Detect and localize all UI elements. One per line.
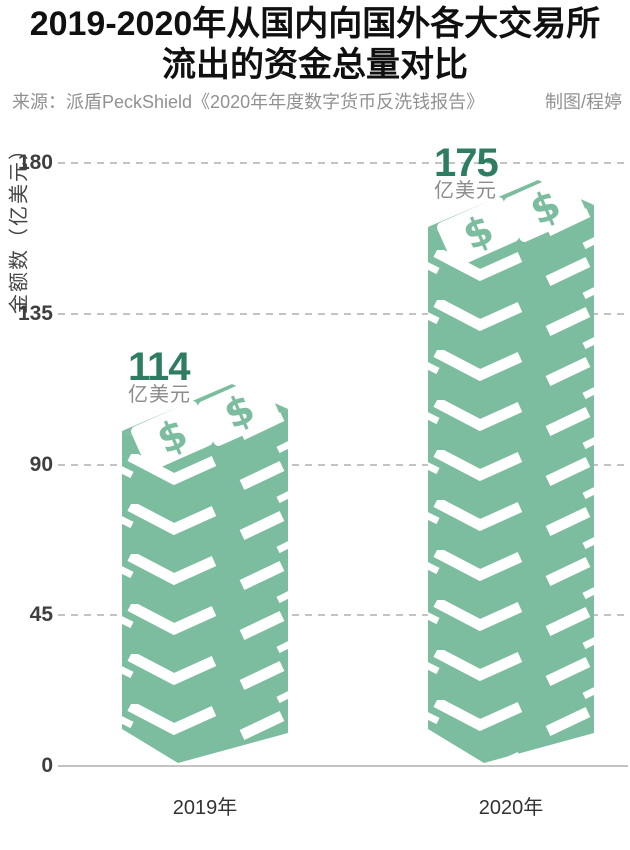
bar-unit-label: 亿美元 xyxy=(434,180,497,202)
x-category-label: 2019年 xyxy=(172,797,238,819)
y-tick-label: 0 xyxy=(41,754,53,777)
money-stack-bar: $ $ xyxy=(122,368,288,771)
bar-unit-label: 亿美元 xyxy=(128,384,191,406)
y-tick-label: 90 xyxy=(29,452,53,476)
page-title: 2019-2020年从国内向国外各大交易所 流出的资金总量对比 xyxy=(0,4,630,86)
y-tick-label: 135 xyxy=(17,301,53,325)
bill-stack-body xyxy=(122,409,288,763)
source-row: 来源：派盾PeckShield《2020年年度数字货币反洗钱报告》 制图/程婷 xyxy=(12,88,622,114)
money-stack-graphic: $ $ xyxy=(122,376,288,763)
x-category-label: 2020年 xyxy=(478,797,544,819)
dollar-bill: $ xyxy=(436,197,520,267)
money-stack-bar: $ $ xyxy=(428,164,594,771)
gridline xyxy=(58,162,628,164)
money-stack-graphic: $ $ xyxy=(428,172,594,763)
credit-text: 制图/程婷 xyxy=(544,92,622,112)
gridline xyxy=(58,614,628,617)
title-line-1: 2019-2020年从国内向国外各大交易所 xyxy=(29,5,601,43)
dollar-bill: $ xyxy=(197,376,281,446)
title-line-2: 流出的资金总量对比 xyxy=(162,46,468,84)
dollar-bill: $ xyxy=(503,172,587,242)
x-axis-line xyxy=(58,765,628,767)
gridline xyxy=(58,312,628,315)
bill-stack-body xyxy=(428,205,594,763)
source-text: 来源：派盾PeckShield《2020年年度数字货币反洗钱报告》 xyxy=(12,92,485,112)
y-tick-label: 180 xyxy=(17,151,53,174)
dollar-bill: $ xyxy=(130,401,214,471)
y-tick-label: 45 xyxy=(29,603,53,627)
gridline xyxy=(58,463,628,466)
bar-value-label: 114 xyxy=(128,345,191,389)
bar-value-label: 175 xyxy=(434,141,499,185)
